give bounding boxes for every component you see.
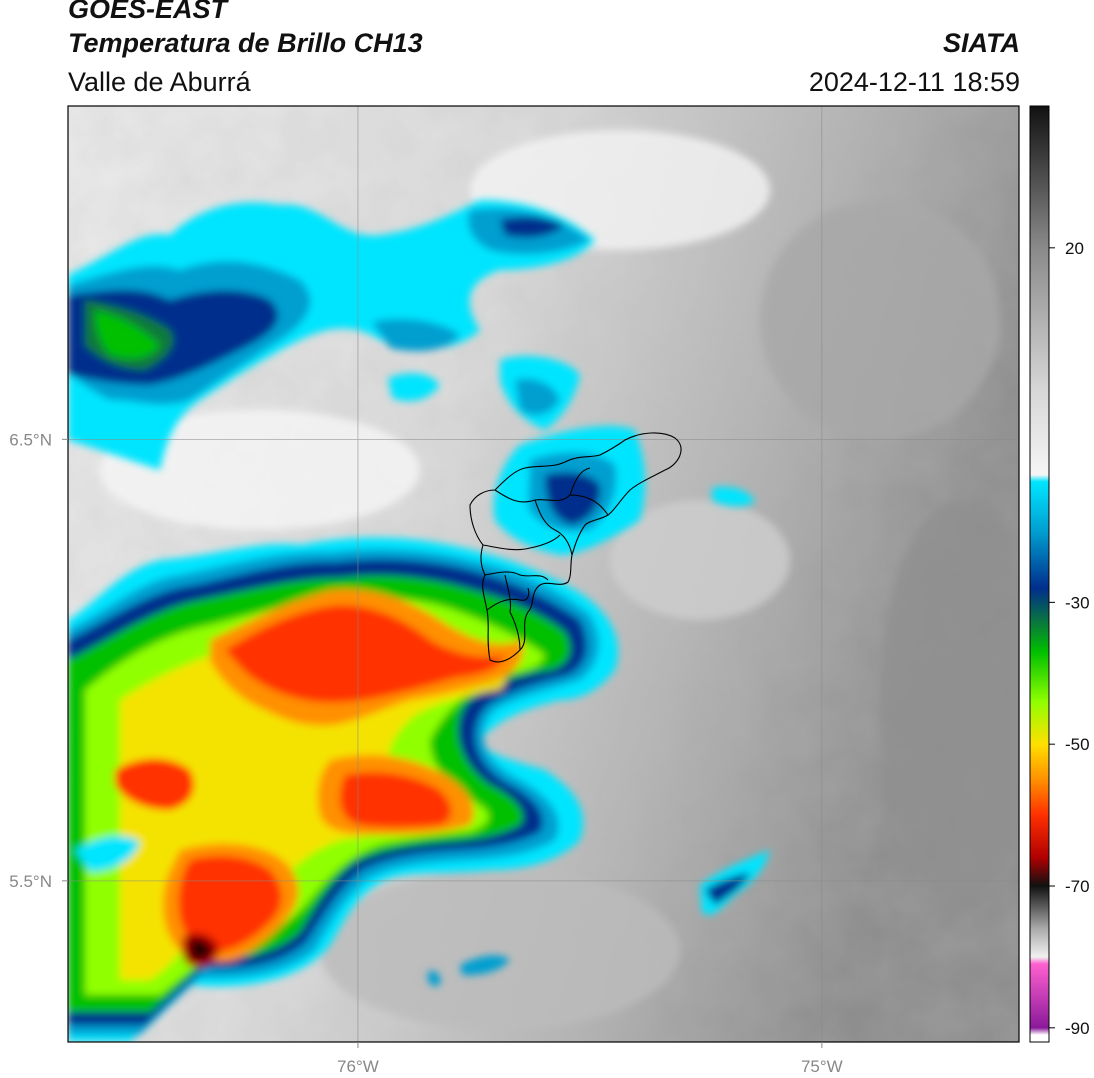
colorbar-tick-label-minus-30: -30 bbox=[1065, 593, 1090, 612]
municipality-boundaries bbox=[469, 432, 682, 663]
colorbar-tick-label-minus-70: -70 bbox=[1065, 877, 1090, 896]
satellite-title: GOES-EAST bbox=[68, 0, 228, 24]
organization-label: SIATA bbox=[943, 28, 1020, 58]
northern-cloud-band bbox=[68, 200, 755, 555]
lat-tick-label-6-5n: 6.5°N bbox=[9, 430, 52, 449]
product-title: Temperatura de Brillo CH13 bbox=[68, 28, 423, 58]
colorbar-tick-label-minus-50: -50 bbox=[1065, 735, 1090, 754]
lat-tick-label-5-5n: 5.5°N bbox=[9, 872, 52, 891]
southern-convective-system bbox=[68, 537, 770, 1042]
lon-tick-label-76w: 76°W bbox=[337, 1057, 379, 1076]
lon-tick-label-75w: 75°W bbox=[801, 1057, 843, 1076]
brightness-temperature-field bbox=[68, 106, 1019, 1042]
map-gridlines bbox=[68, 106, 1019, 1042]
colorbar: 20 -30 -50 -70 -90 bbox=[1029, 105, 1090, 1043]
colorbar-tick-label-20: 20 bbox=[1065, 239, 1084, 258]
map-frame bbox=[67, 105, 1020, 1043]
axis-ticks bbox=[62, 438, 823, 1048]
region-subtitle: Valle de Aburrá bbox=[68, 67, 251, 97]
timestamp: 2024-12-11 18:59 bbox=[808, 67, 1020, 97]
colorbar-fill bbox=[1030, 106, 1049, 1042]
colorbar-frame bbox=[1029, 105, 1050, 1043]
colorbar-tick-label-minus-90: -90 bbox=[1065, 1019, 1090, 1038]
